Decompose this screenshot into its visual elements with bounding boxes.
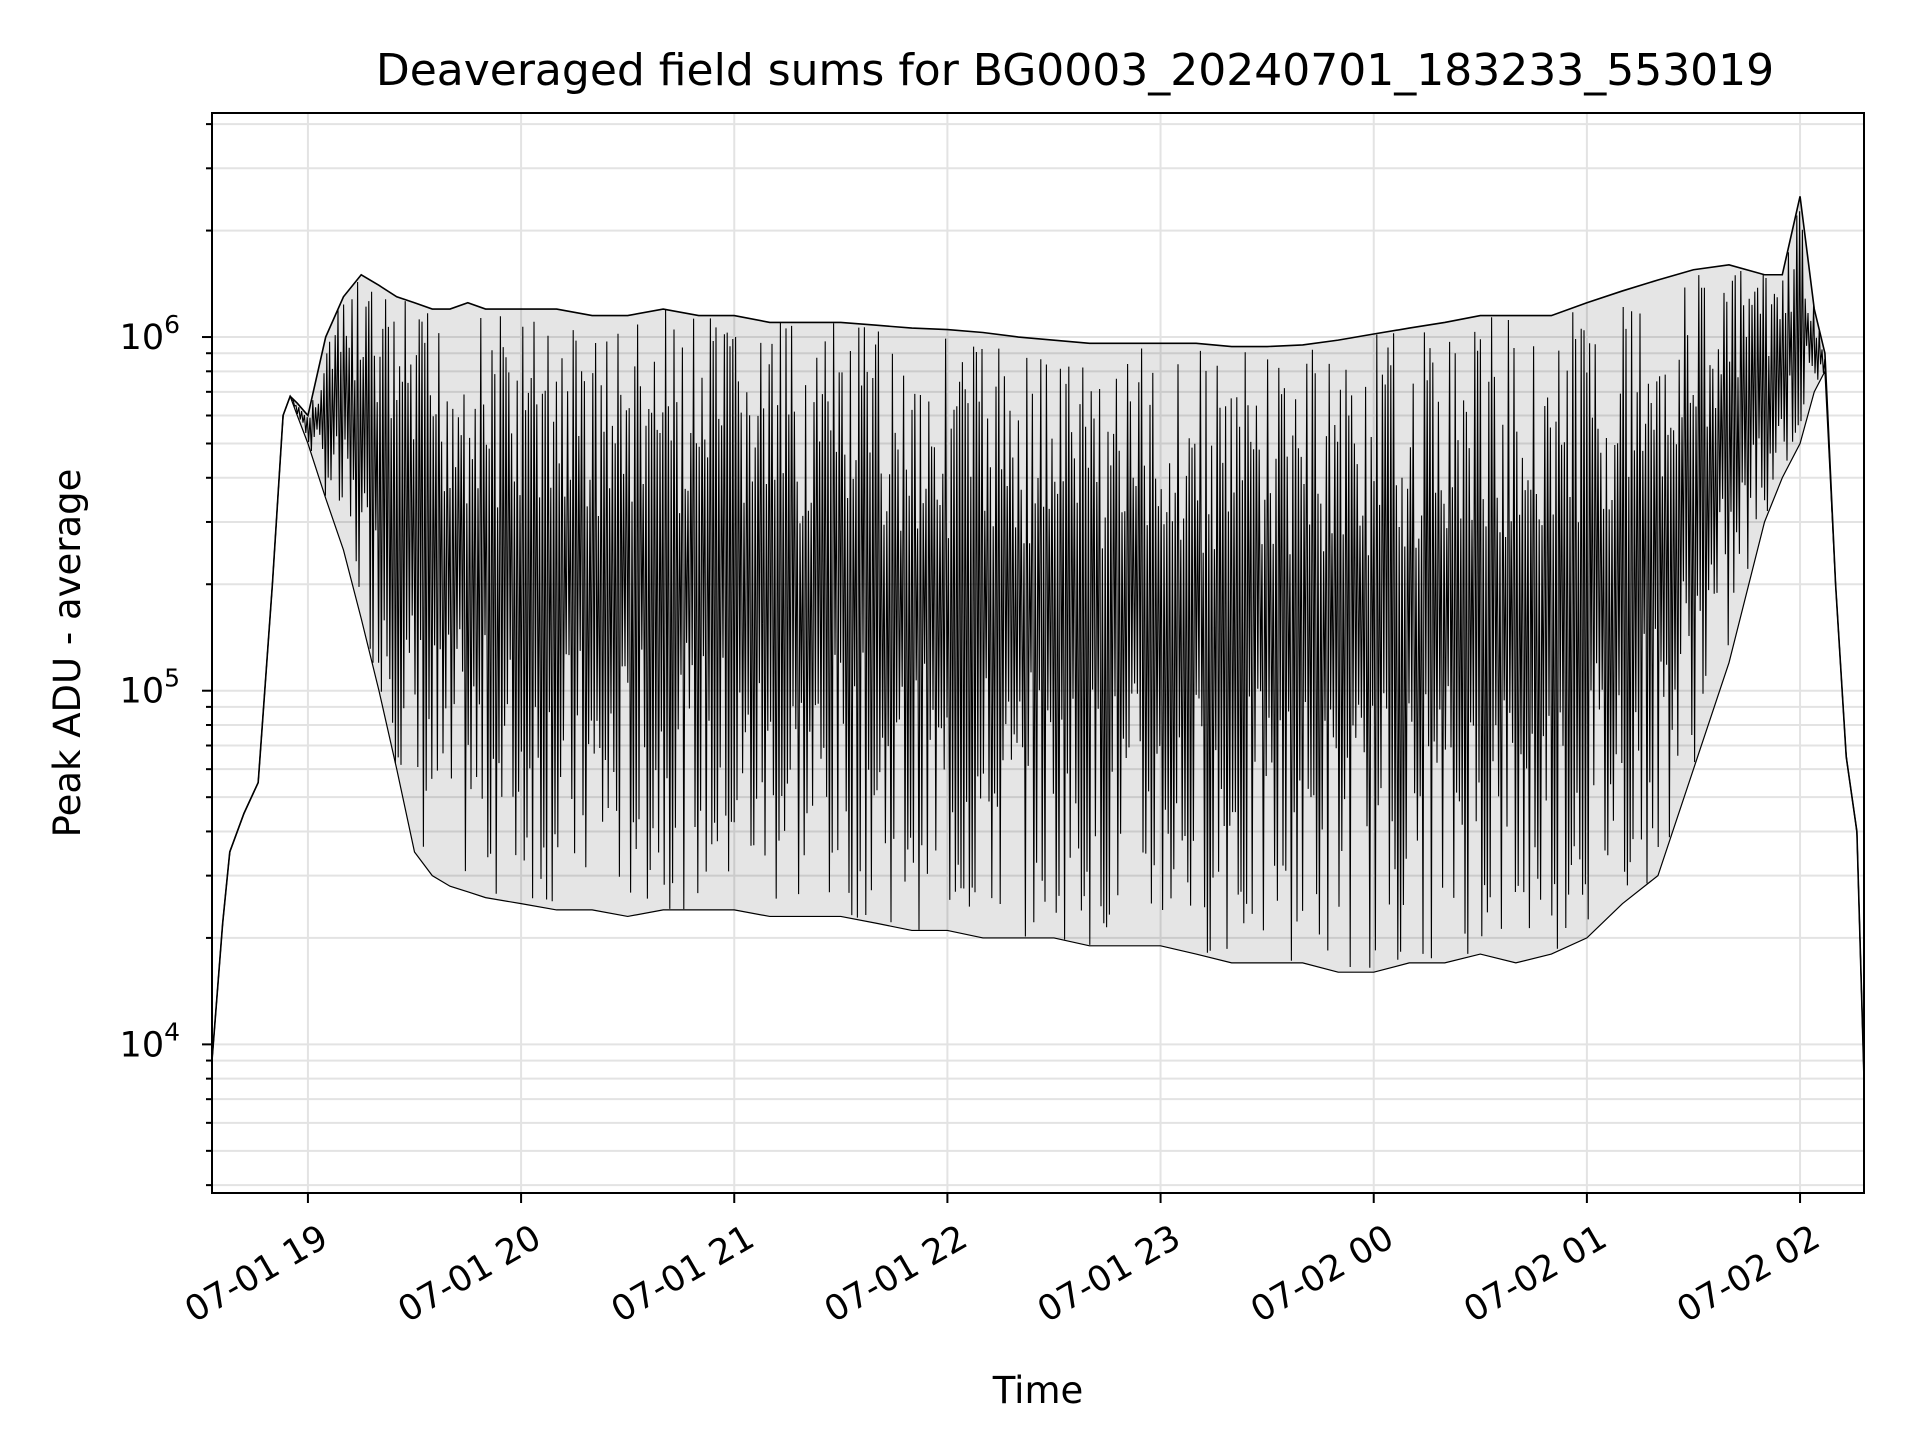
series-upper-trace: [211, 196, 1865, 1079]
plot-frame: [211, 112, 1865, 1194]
plot-area: [211, 112, 1865, 1194]
y-tick-label: 106: [120, 310, 180, 358]
data-series: [211, 196, 1865, 1079]
series-envelope: [212, 196, 1864, 1079]
y-tick-label: 104: [120, 1017, 180, 1065]
x-axis-label: Time: [992, 1369, 1084, 1412]
y-tick-label-exponent: 4: [164, 1017, 180, 1046]
y-axis-label: Peak ADU - average: [46, 469, 89, 838]
y-tick-label-base: 10: [120, 318, 165, 358]
series-line: [211, 211, 1864, 1061]
series-lower-trace: [211, 369, 1865, 1079]
y-tick-label-exponent: 5: [164, 664, 180, 693]
chart-title: Deaveraged field sums for BG0003_2024070…: [376, 45, 1774, 96]
y-tick-label-exponent: 6: [164, 310, 180, 339]
y-tick-label-base: 10: [120, 672, 165, 712]
y-tick-label: 105: [120, 664, 180, 712]
y-tick-label-base: 10: [120, 1025, 165, 1065]
